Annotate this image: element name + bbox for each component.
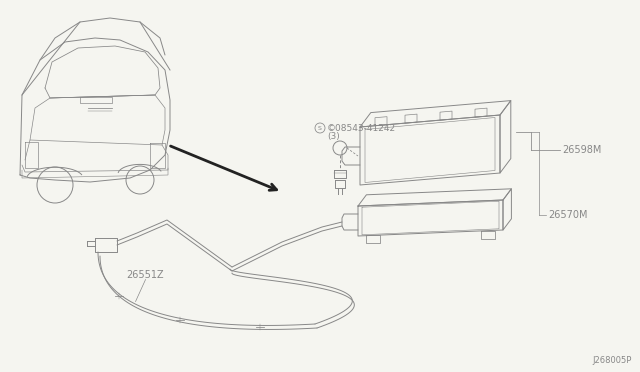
Text: 26598M: 26598M [562, 145, 602, 155]
Text: (3): (3) [327, 131, 340, 141]
Text: 26570M: 26570M [548, 210, 588, 220]
Text: S: S [318, 125, 322, 131]
Text: J268005P: J268005P [593, 356, 632, 365]
Text: ©08543-41242: ©08543-41242 [327, 124, 396, 132]
Text: 26551Z: 26551Z [127, 270, 164, 279]
